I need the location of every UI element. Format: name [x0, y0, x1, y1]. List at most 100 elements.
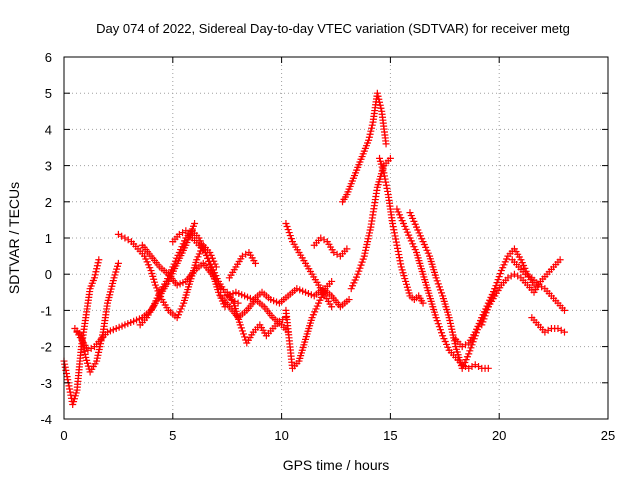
- data-point: [345, 296, 353, 304]
- data-point-interp: [390, 229, 398, 237]
- data-point-interp: [376, 98, 384, 106]
- x-tick-label: 5: [169, 428, 176, 443]
- chart-title: Day 074 of 2022, Sidereal Day-to-day VTE…: [96, 21, 570, 36]
- data-point-interp: [391, 232, 399, 240]
- x-tick-label: 10: [274, 428, 288, 443]
- data-point-interp: [286, 232, 294, 240]
- data-point-interp: [394, 244, 402, 252]
- data-point-interp: [93, 262, 101, 270]
- data-point-interp: [514, 272, 522, 280]
- data-point-interp: [496, 270, 504, 278]
- data-point-interp: [435, 323, 443, 331]
- data-point-interp: [333, 250, 341, 258]
- data-point-interp: [207, 264, 215, 272]
- data-point-interp: [488, 294, 496, 302]
- y-tick-label: -4: [40, 412, 52, 427]
- data-point-interp: [205, 258, 213, 266]
- y-tick-label: 3: [45, 159, 52, 174]
- data-point-interp: [392, 238, 400, 246]
- data-point-interp: [397, 260, 405, 268]
- data-point-interp: [241, 333, 249, 341]
- data-point: [554, 325, 562, 332]
- series-track-h: [217, 292, 292, 336]
- data-point-interp: [62, 366, 70, 374]
- data-point-interp: [383, 184, 391, 192]
- data-point-interp: [118, 232, 126, 240]
- data-point-interp: [485, 300, 493, 308]
- data-point-interp: [204, 255, 212, 263]
- data-point-interp: [433, 277, 441, 285]
- data-point-interp: [124, 236, 132, 244]
- series-track-q: [376, 154, 427, 307]
- data-point: [328, 277, 336, 285]
- data-point: [343, 245, 351, 253]
- data-point: [510, 270, 518, 278]
- data-point: [282, 220, 290, 228]
- data-point-interp: [283, 223, 291, 231]
- data-point-interp: [358, 258, 366, 266]
- data-point-interp: [492, 282, 500, 290]
- data-point: [484, 303, 492, 311]
- data-point-interp: [384, 187, 392, 195]
- series-track-a: [60, 256, 103, 409]
- series-track-l: [282, 277, 336, 372]
- data-point-interp: [366, 130, 374, 138]
- data-point-interp: [67, 391, 75, 399]
- data-point-interp: [381, 175, 389, 183]
- series-track-f: [138, 241, 225, 293]
- data-point: [432, 274, 440, 282]
- data-point: [382, 140, 390, 148]
- y-tick-label: -2: [40, 340, 52, 355]
- data-point: [560, 306, 568, 314]
- data-point-interp: [438, 329, 446, 337]
- data-point: [491, 285, 499, 293]
- axis-ticks: 0 5 10 15 20 25 -4 -3 -2 -1 0 1 2 3 4 5 6: [40, 50, 615, 443]
- data-point-interp: [94, 259, 102, 267]
- data-point-interp: [66, 388, 74, 396]
- data-point-interp: [63, 373, 71, 381]
- data-point-interp: [395, 254, 403, 262]
- data-series: [60, 89, 568, 409]
- data-point-interp: [435, 283, 443, 291]
- data-point-interp: [359, 255, 367, 263]
- data-point-interp: [382, 181, 390, 189]
- series-track-m: [282, 220, 336, 311]
- data-point-interp: [377, 104, 385, 112]
- data-point-interp: [65, 382, 73, 390]
- data-point-interp: [394, 247, 402, 255]
- data-point-interp: [481, 312, 489, 320]
- data-point: [373, 89, 381, 97]
- y-tick-label: -1: [40, 303, 52, 318]
- data-point-interp: [365, 133, 373, 141]
- x-tick-label: 20: [492, 428, 506, 443]
- data-point-interp: [284, 226, 292, 234]
- data-point-interp: [368, 121, 376, 129]
- data-point: [365, 136, 373, 144]
- data-point-interp: [66, 385, 74, 393]
- grid: [64, 57, 608, 419]
- data-point: [328, 303, 336, 311]
- data-point-interp: [368, 124, 376, 132]
- data-point-interp: [486, 297, 494, 305]
- data-point-interp: [468, 363, 476, 371]
- y-tick-label: 1: [45, 231, 52, 246]
- data-point-interp: [482, 309, 490, 317]
- y-axis-label: SDTVAR / TECUs: [6, 182, 22, 294]
- data-point-interp: [206, 261, 214, 269]
- data-point: [471, 361, 479, 369]
- data-point-interp: [434, 320, 442, 328]
- x-tick-label: 15: [383, 428, 397, 443]
- data-point: [419, 299, 427, 307]
- data-point: [201, 248, 209, 256]
- data-point-interp: [356, 264, 364, 272]
- data-point-interp: [87, 344, 95, 352]
- data-point-interp: [392, 235, 400, 243]
- data-point: [90, 274, 98, 282]
- data-point-interp: [81, 350, 89, 358]
- data-point: [465, 350, 473, 358]
- data-point-interp: [64, 376, 72, 384]
- series-track-c: [73, 220, 199, 354]
- data-point-interp: [237, 324, 245, 332]
- data-point-interp: [495, 273, 503, 281]
- data-point-interp: [374, 92, 382, 100]
